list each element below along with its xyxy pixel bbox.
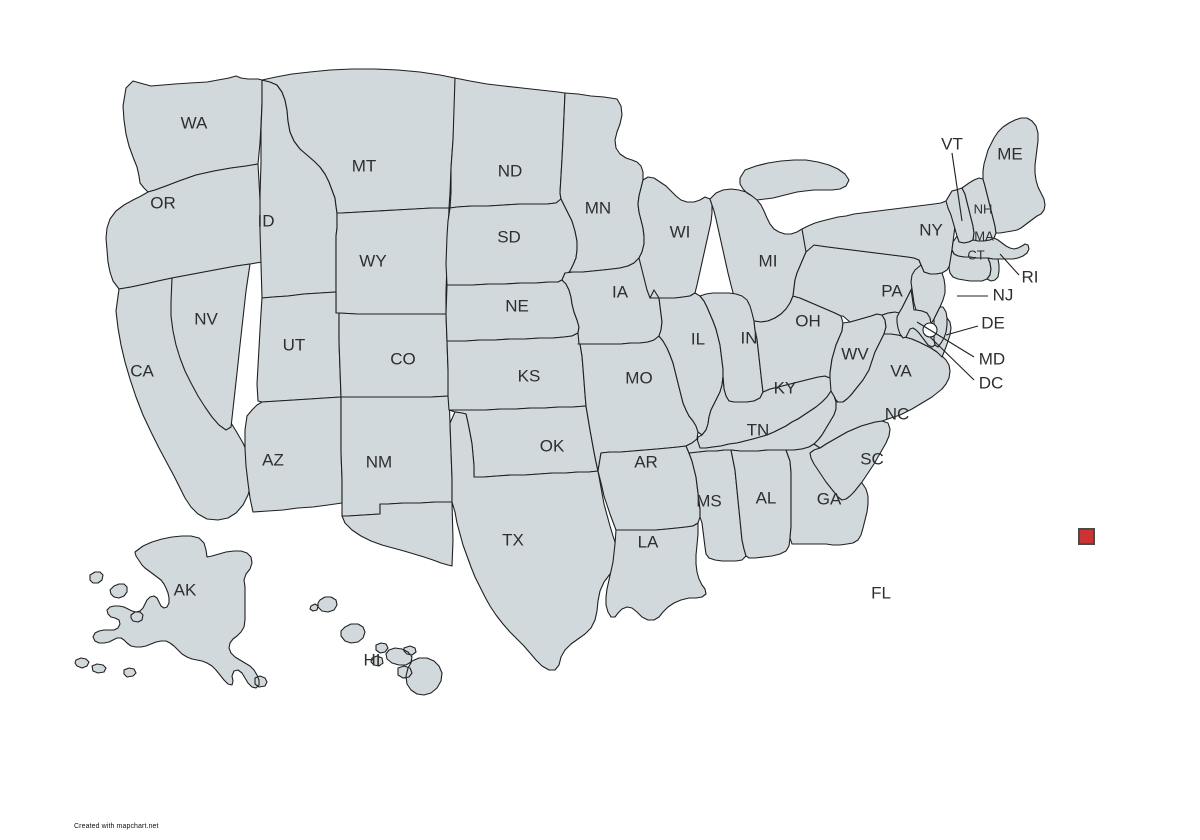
callout-label-VT: VT — [941, 134, 963, 153]
state-AL[interactable] — [730, 449, 792, 559]
leader-line-RI — [999, 253, 1020, 276]
leader-line-VT — [951, 152, 963, 222]
state-KS[interactable] — [446, 332, 587, 411]
state-NV[interactable] — [170, 263, 251, 431]
legend-color-swatch[interactable] — [1078, 528, 1095, 545]
attribution-text: Created with mapchart.net — [74, 823, 159, 830]
state-SD[interactable] — [445, 198, 578, 286]
state-WY[interactable] — [335, 207, 450, 315]
leader-line-DC — [929, 336, 975, 381]
callout-label-DE: DE — [981, 313, 1005, 332]
state-NH[interactable] — [961, 177, 997, 242]
state-AK[interactable] — [74, 535, 268, 689]
state-CO[interactable] — [338, 312, 450, 398]
leader-line-MD — [916, 321, 975, 358]
state-AR[interactable] — [597, 445, 701, 531]
state-NJ[interactable] — [910, 264, 946, 325]
state-UT[interactable] — [256, 291, 342, 403]
state-label-FL: FL — [871, 583, 891, 602]
callout-label-MD: MD — [979, 349, 1005, 368]
states-layer — [74, 68, 1046, 696]
state-NE[interactable] — [445, 279, 580, 342]
state-HI[interactable] — [309, 596, 443, 696]
state-ND[interactable] — [449, 77, 566, 209]
state-RI[interactable] — [986, 257, 1000, 282]
callout-label-DC: DC — [979, 373, 1004, 392]
callout-label-RI: RI — [1022, 267, 1039, 286]
state-ME[interactable] — [982, 117, 1046, 234]
state-LA[interactable] — [605, 522, 707, 621]
state-NC[interactable] — [813, 333, 951, 449]
state-NM[interactable] — [340, 395, 453, 517]
callout-label-NJ: NJ — [993, 285, 1014, 304]
state-AZ[interactable] — [244, 396, 343, 513]
state-MO[interactable] — [577, 335, 699, 472]
state-WI[interactable] — [637, 176, 713, 299]
leader-line-DE — [945, 325, 979, 336]
